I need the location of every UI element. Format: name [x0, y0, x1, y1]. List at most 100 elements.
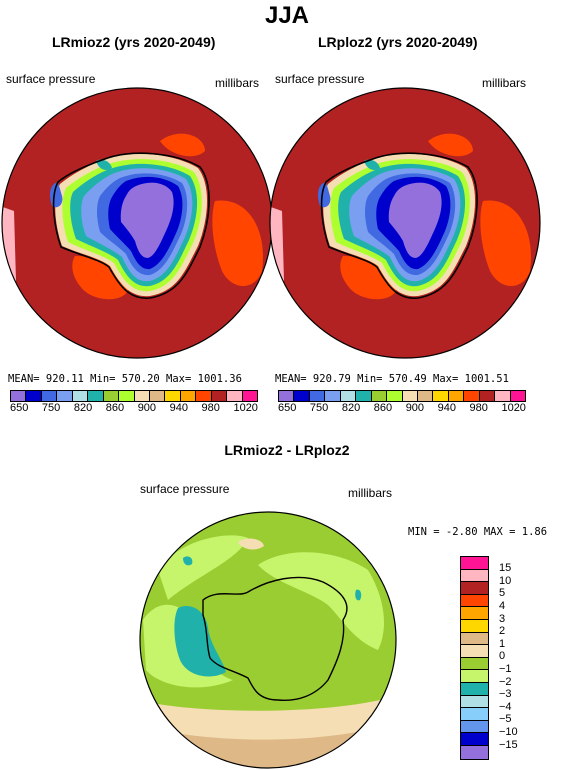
colorbar-swatch — [180, 391, 197, 401]
colorbar-swatch — [461, 594, 488, 608]
right-panel-title: LRploz2 (yrs 2020-2049) — [318, 34, 478, 50]
diff-panel-title: LRmioz2 - LRploz2 — [224, 442, 350, 458]
colorbar-swatch — [72, 391, 89, 401]
colorbar-swatch — [57, 391, 73, 401]
diff-colorbar-ticks: 15 10 5 4 3 2 1 0 −1 −2 −3 −4 −5 −10 −15 — [499, 556, 518, 760]
colorbar-swatch — [242, 391, 257, 401]
colorbar-swatch — [417, 391, 434, 401]
colorbar-tick-label: 820 — [73, 402, 93, 414]
colorbar-swatch — [402, 391, 418, 401]
colorbar-swatch — [464, 391, 480, 401]
colorbar-tick-label: −3 — [499, 688, 512, 701]
colorbar-tick-label: −5 — [499, 713, 512, 726]
colorbar-tick-label: 4 — [499, 600, 506, 613]
right-colorbar-swatches — [278, 390, 526, 402]
colorbar-swatch — [119, 391, 135, 401]
diff-colorbar: 15 10 5 4 3 2 1 0 −1 −2 −3 −4 −5 −10 −15 — [460, 556, 518, 760]
left-units-label: millibars — [215, 76, 260, 90]
diff-polar-map — [139, 511, 397, 769]
colorbar-swatch — [461, 720, 488, 734]
diff-field-label: surface pressure — [140, 482, 230, 496]
colorbar-tick-label: 750 — [309, 402, 329, 414]
right-stats: MEAN= 920.79 Min= 570.49 Max= 1001.51 — [275, 373, 509, 385]
colorbar-tick-label: −10 — [499, 726, 518, 739]
diff-min-max: MIN = -2.80 MAX = 1.86 — [408, 526, 548, 538]
colorbar-swatch — [371, 391, 388, 401]
colorbar-tick-label: 1 — [499, 637, 506, 650]
diff-units-label: millibars — [348, 486, 393, 500]
colorbar-swatch — [11, 391, 27, 401]
colorbar-swatch — [325, 391, 341, 401]
colorbar-swatch — [340, 391, 357, 401]
colorbar-tick-label: 650 — [278, 402, 297, 414]
colorbar-swatch — [26, 391, 42, 401]
colorbar-swatch — [461, 708, 488, 721]
colorbar-swatch — [461, 569, 488, 583]
colorbar-swatch — [461, 619, 488, 633]
left-stats: MEAN= 920.11 Min= 570.20 Max= 1001.36 — [8, 373, 242, 385]
colorbar-swatch — [495, 391, 511, 401]
left-colorbar-swatches — [10, 390, 258, 402]
colorbar-tick-label: 980 — [469, 402, 488, 414]
colorbar-swatch — [88, 391, 104, 401]
colorbar-swatch — [461, 745, 488, 759]
colorbar-tick-label: 860 — [105, 402, 125, 414]
colorbar-tick-label: 820 — [341, 402, 361, 414]
colorbar-swatch — [461, 607, 488, 620]
colorbar-tick-label: 0 — [499, 650, 506, 663]
colorbar-tick-label: 900 — [405, 402, 425, 414]
colorbar-swatch — [387, 391, 403, 401]
colorbar-swatch — [510, 391, 525, 401]
colorbar-swatch — [103, 391, 120, 401]
colorbar-tick-label: 10 — [499, 574, 512, 587]
colorbar-tick-label: 5 — [499, 587, 506, 600]
colorbar-swatch — [461, 695, 488, 709]
colorbar-tick-label: −1 — [499, 663, 512, 676]
left-colorbar-ticks: 650 750 820 860 900 940 980 1020 — [10, 402, 258, 414]
colorbar-swatch — [461, 657, 488, 671]
colorbar-swatch — [461, 733, 488, 746]
colorbar-tick-label: 2 — [499, 625, 506, 638]
colorbar-swatch — [294, 391, 310, 401]
colorbar-tick-label: −2 — [499, 675, 512, 688]
colorbar-tick-label: 900 — [137, 402, 157, 414]
colorbar-tick-label: −4 — [499, 700, 512, 713]
colorbar-tick-label: 980 — [201, 402, 220, 414]
colorbar-swatch — [196, 391, 212, 401]
colorbar-swatch — [433, 391, 449, 401]
colorbar-swatch — [461, 582, 488, 595]
colorbar-tick-label: 650 — [10, 402, 29, 414]
colorbar-swatch — [211, 391, 228, 401]
right-polar-map — [269, 87, 541, 359]
colorbar-swatch — [461, 645, 488, 658]
left-panel-title: LRmioz2 (yrs 2020-2049) — [52, 34, 216, 50]
left-field-label: surface pressure — [6, 72, 96, 86]
colorbar-swatch — [309, 391, 326, 401]
colorbar-swatch — [41, 391, 58, 401]
colorbar-tick-label: 3 — [499, 612, 506, 625]
colorbar-tick-label: 940 — [169, 402, 188, 414]
colorbar-tick-label: 860 — [373, 402, 393, 414]
colorbar-swatch — [134, 391, 150, 401]
colorbar-swatch — [461, 557, 488, 570]
left-polar-map — [1, 87, 273, 359]
colorbar-swatch — [448, 391, 465, 401]
colorbar-swatch — [356, 391, 372, 401]
colorbar-tick-label: 1020 — [233, 402, 258, 414]
right-colorbar-ticks: 650 750 820 860 900 940 980 1020 — [278, 402, 526, 414]
left-colorbar: 650 750 820 860 900 940 980 1020 — [10, 390, 258, 414]
colorbar-tick-label: 940 — [437, 402, 456, 414]
colorbar-swatch — [479, 391, 496, 401]
colorbar-tick-label: −15 — [499, 738, 518, 751]
colorbar-tick-label: 750 — [41, 402, 61, 414]
colorbar-swatch — [461, 670, 488, 683]
colorbar-swatch — [149, 391, 166, 401]
right-units-label: millibars — [482, 76, 527, 90]
colorbar-swatch — [461, 632, 488, 646]
colorbar-swatch — [461, 682, 488, 696]
page-title: JJA — [264, 2, 310, 29]
colorbar-swatch — [165, 391, 181, 401]
right-field-label: surface pressure — [275, 72, 365, 86]
colorbar-swatch — [227, 391, 243, 401]
colorbar-tick-label: 15 — [499, 562, 512, 575]
